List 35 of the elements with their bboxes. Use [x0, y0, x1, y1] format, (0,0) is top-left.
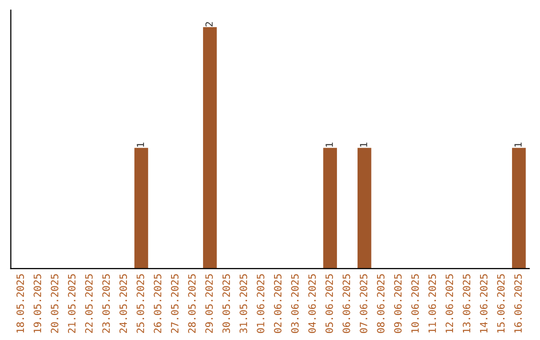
x-tick-label: 06.06.2025 [342, 274, 350, 334]
x-tick-label: 10.06.2025 [411, 274, 419, 332]
x-tick-label: 19.05.2025 [34, 274, 42, 332]
data-label: 1 [514, 142, 522, 147]
x-tick-label: 07.06.2025 [360, 274, 368, 334]
data-label: 1 [326, 142, 333, 147]
data-label: 1 [360, 142, 368, 147]
x-tick-label: 30.05.2025 [222, 274, 230, 333]
x-tick-label: 24.05.2025 [119, 274, 128, 333]
data-label: 1 [136, 142, 144, 147]
x-tick-label: 25.05.2025 [136, 274, 144, 333]
x-tick-label: 09.06.2025 [394, 274, 402, 334]
x-tick-label: 16.06.2025 [514, 274, 522, 332]
x-tick-label: 26.05.2025 [154, 274, 162, 333]
x-tick-label: 15.06.2025 [497, 274, 505, 332]
data-label: 2 [205, 22, 213, 26]
x-tick-label: 29.05.2025 [205, 274, 213, 333]
x-tick-label: 05.06.2025 [325, 274, 334, 334]
x-tick-label: 21.05.2025 [68, 274, 76, 333]
x-tick-label: 03.06.2025 [291, 274, 299, 334]
x-tick-label: 22.05.2025 [85, 274, 93, 333]
x-tick-label: 14.06.2025 [480, 274, 488, 332]
x-tick-label: 18.05.2025 [16, 274, 24, 332]
x-tick-label: 02.06.2025 [274, 274, 282, 334]
x-tick-label: 23.05.2025 [102, 274, 110, 333]
x-tick-label: 31.05.2025 [240, 274, 248, 333]
x-tick-label: 13.06.2025 [462, 274, 470, 332]
x-tick-label: 08.06.2025 [376, 274, 385, 334]
x-tick-label: 12.06.2025 [446, 274, 454, 332]
x-tick-label: 01.06.2025 [256, 274, 264, 334]
x-tick-label: 27.05.2025 [170, 274, 179, 333]
x-tick-label: 20.05.2025 [50, 274, 58, 333]
x-tick-label: 28.05.2025 [188, 274, 196, 333]
x-tick-label: 11.06.2025 [428, 274, 436, 332]
x-tick-label: 04.06.2025 [308, 274, 316, 334]
